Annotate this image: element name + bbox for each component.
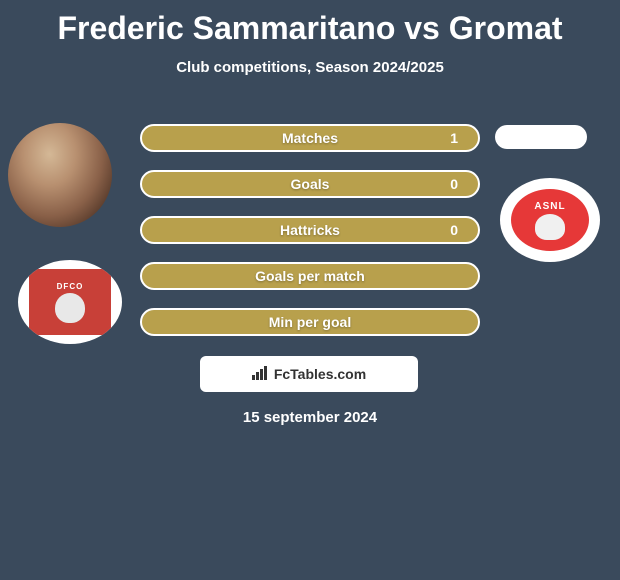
club-badge-right: ASNL	[500, 178, 600, 262]
stat-pill-goals-per-match: Goals per match	[140, 262, 480, 290]
stat-row: Min per goal	[140, 308, 480, 336]
stat-pill-hattricks: Hattricks 0	[140, 216, 480, 244]
page-title: Frederic Sammaritano vs Gromat	[0, 0, 620, 47]
stat-label: Goals per match	[255, 268, 365, 284]
badge-inner-left: DFCO	[29, 269, 111, 335]
stat-value: 1	[450, 130, 458, 146]
logo-label: FcTables.com	[274, 366, 366, 382]
stat-label: Hattricks	[280, 222, 340, 238]
stat-row: Matches 1	[140, 124, 480, 152]
stat-row: Goals 0	[140, 170, 480, 198]
chart-icon	[252, 366, 270, 383]
stat-row: Hattricks 0	[140, 216, 480, 244]
club-badge-left: DFCO	[18, 260, 122, 344]
stat-row: Goals per match	[140, 262, 480, 290]
badge-inner-right: ASNL	[511, 189, 589, 251]
logo-box: FcTables.com	[200, 356, 418, 392]
stat-label: Matches	[282, 130, 338, 146]
badge-thistle-icon	[535, 214, 565, 240]
logo-text: FcTables.com	[252, 366, 366, 383]
badge-text-left: DFCO	[57, 282, 84, 291]
badge-bird-icon	[55, 293, 85, 323]
stat-label: Min per goal	[269, 314, 351, 330]
stat-value: 0	[450, 222, 458, 238]
page-subtitle: Club competitions, Season 2024/2025	[0, 59, 620, 76]
stat-value: 0	[450, 176, 458, 192]
badge-text-right: ASNL	[534, 201, 565, 212]
stat-pill-matches: Matches 1	[140, 124, 480, 152]
stat-pill-goals: Goals 0	[140, 170, 480, 198]
stats-container: Matches 1 Goals 0 Hattricks 0 Goals per …	[140, 124, 480, 354]
stat-pill-min-per-goal: Min per goal	[140, 308, 480, 336]
player-photo-right	[495, 125, 587, 149]
date-text: 15 september 2024	[0, 409, 620, 426]
stat-label: Goals	[291, 176, 330, 192]
player-photo-left	[8, 123, 112, 227]
